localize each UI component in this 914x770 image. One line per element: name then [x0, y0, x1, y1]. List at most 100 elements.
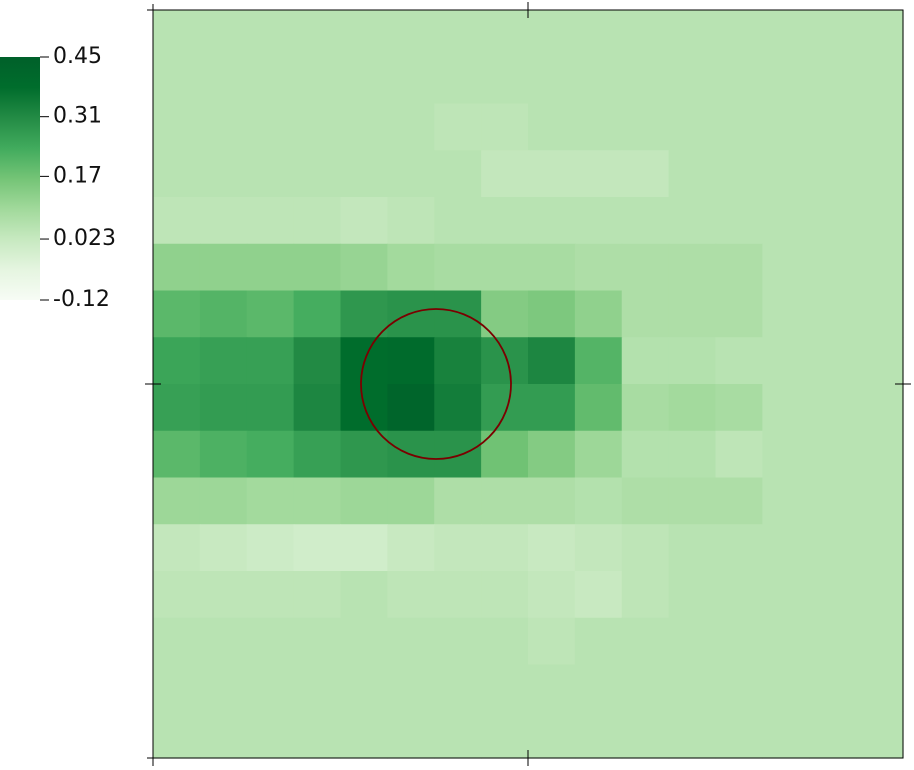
heatmap-cell — [715, 571, 763, 619]
heatmap-cell — [153, 430, 201, 479]
heatmap-cell — [153, 150, 201, 198]
heatmap-cell — [809, 56, 857, 105]
heatmap-cell — [199, 290, 248, 338]
heatmap-cell — [153, 243, 201, 292]
heatmap-cell — [762, 524, 810, 572]
heatmap-cell — [246, 477, 295, 525]
heatmap-cell — [387, 290, 435, 338]
heatmap-cell — [340, 711, 388, 759]
heatmap-cell — [528, 524, 576, 572]
heatmap-cell — [856, 571, 904, 619]
heatmap-cell — [668, 524, 717, 572]
heatmap-cell — [434, 477, 482, 525]
heatmap-cell — [715, 337, 763, 385]
heatmap-cell — [856, 384, 904, 432]
heatmap-cell — [621, 384, 670, 432]
heatmap-cell — [856, 664, 904, 712]
heatmap-cell — [246, 571, 295, 619]
heatmap-cell — [293, 290, 342, 338]
heatmap-cell — [340, 197, 388, 245]
heatmap-cell — [762, 150, 810, 198]
heatmap-cell — [434, 150, 482, 198]
heatmap-cell — [809, 197, 857, 245]
heatmap-cell — [481, 10, 529, 58]
heatmap-cell — [153, 617, 201, 666]
heatmap-cell — [809, 290, 857, 338]
heatmap-cell — [199, 243, 248, 292]
heatmap-cell — [762, 243, 810, 292]
heatmap-cell — [340, 664, 388, 712]
heatmap-cell — [574, 290, 623, 338]
heatmap-cell — [481, 384, 529, 432]
heatmap-cell — [340, 617, 388, 666]
heatmap-cell — [528, 290, 576, 338]
heatmap-cell — [528, 617, 576, 666]
heatmap-cell — [715, 384, 763, 432]
heatmap-cell — [387, 337, 435, 385]
heatmap-cell — [481, 197, 529, 245]
heatmap-cell — [199, 197, 248, 245]
heatmap-cell — [715, 10, 763, 58]
heatmap-cell — [621, 337, 670, 385]
heatmap-cell — [434, 243, 482, 292]
heatmap-cell — [715, 197, 763, 245]
heatmap-cell — [621, 10, 670, 58]
heatmap-cell — [762, 430, 810, 479]
heatmap-cell — [293, 103, 342, 151]
heatmap-cell — [481, 56, 529, 105]
heatmap-cell — [199, 384, 248, 432]
heatmap-cell — [434, 711, 482, 759]
heatmap-cell — [481, 150, 529, 198]
heatmap-cell — [153, 197, 201, 245]
heatmap-cell — [621, 711, 670, 759]
heatmap-cell — [246, 384, 295, 432]
heatmap-cell — [199, 150, 248, 198]
heatmap-cell — [153, 103, 201, 151]
heatmap-cell — [293, 56, 342, 105]
heatmap-cell — [387, 150, 435, 198]
heatmap-cell — [574, 197, 623, 245]
heatmap-cell — [481, 337, 529, 385]
heatmap-cell — [199, 430, 248, 479]
axis-ticks — [145, 2, 911, 766]
heatmap-cell — [762, 337, 810, 385]
heatmap-cell — [293, 664, 342, 712]
heatmap-cell — [246, 524, 295, 572]
heatmap-cell — [809, 664, 857, 712]
heatmap-cell — [809, 337, 857, 385]
heatmap-cell — [809, 711, 857, 759]
heatmap-cell — [574, 617, 623, 666]
heatmap-cell — [481, 664, 529, 712]
heatmap-cell — [668, 243, 717, 292]
heatmap-cell — [246, 56, 295, 105]
heatmap-cell — [340, 150, 388, 198]
heatmap-cell — [293, 150, 342, 198]
heatmap-cell — [715, 103, 763, 151]
heatmap-cell — [809, 524, 857, 572]
heatmap-cell — [246, 430, 295, 479]
heatmap-cell — [762, 477, 810, 525]
heatmap-cell — [153, 56, 201, 105]
heatmap-cell — [387, 197, 435, 245]
heatmap-cell — [340, 243, 388, 292]
heatmap-cell — [668, 150, 717, 198]
heatmap-cell — [199, 10, 248, 58]
heatmap-cell — [340, 290, 388, 338]
heatmap-cell — [621, 477, 670, 525]
heatmap-cell — [856, 243, 904, 292]
heatmap-cell — [481, 243, 529, 292]
heatmap-cell — [199, 477, 248, 525]
heatmap-cell — [434, 56, 482, 105]
heatmap-cell — [434, 524, 482, 572]
heatmap-cell — [153, 711, 201, 759]
heatmap-cell — [528, 197, 576, 245]
heatmap-cell — [199, 337, 248, 385]
heatmap-cell — [762, 711, 810, 759]
circle-marker — [360, 308, 512, 460]
heatmap-cell — [762, 197, 810, 245]
heatmap-cell — [387, 10, 435, 58]
heatmap-cell — [153, 384, 201, 432]
heatmap-cell — [574, 524, 623, 572]
heatmap-cell — [715, 150, 763, 198]
heatmap-cell — [293, 571, 342, 619]
